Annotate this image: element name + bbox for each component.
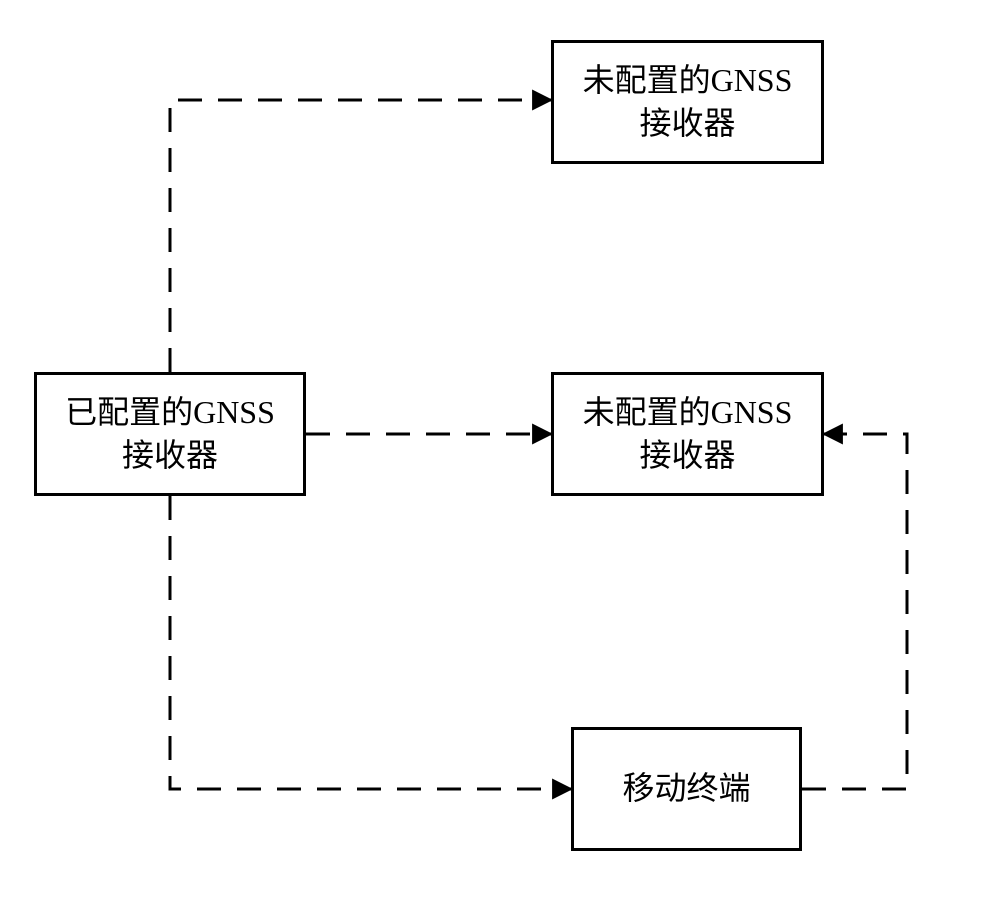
node-label: 未配置的GNSS接收器	[572, 391, 803, 477]
node-label: 未配置的GNSS接收器	[572, 59, 803, 145]
edge-configured-to-mobile	[170, 496, 571, 789]
node-label: 已配置的GNSS接收器	[55, 391, 285, 477]
edge-configured-to-unconfigured-top	[170, 100, 551, 372]
node-unconfigured-gnss-receiver-mid: 未配置的GNSS接收器	[551, 372, 824, 496]
node-unconfigured-gnss-receiver-top: 未配置的GNSS接收器	[551, 40, 824, 164]
node-configured-gnss-receiver: 已配置的GNSS接收器	[34, 372, 306, 496]
node-mobile-terminal: 移动终端	[571, 727, 802, 851]
diagram-canvas: { "diagram": { "type": "flowchart", "bac…	[0, 0, 1000, 922]
node-label: 移动终端	[622, 767, 750, 810]
